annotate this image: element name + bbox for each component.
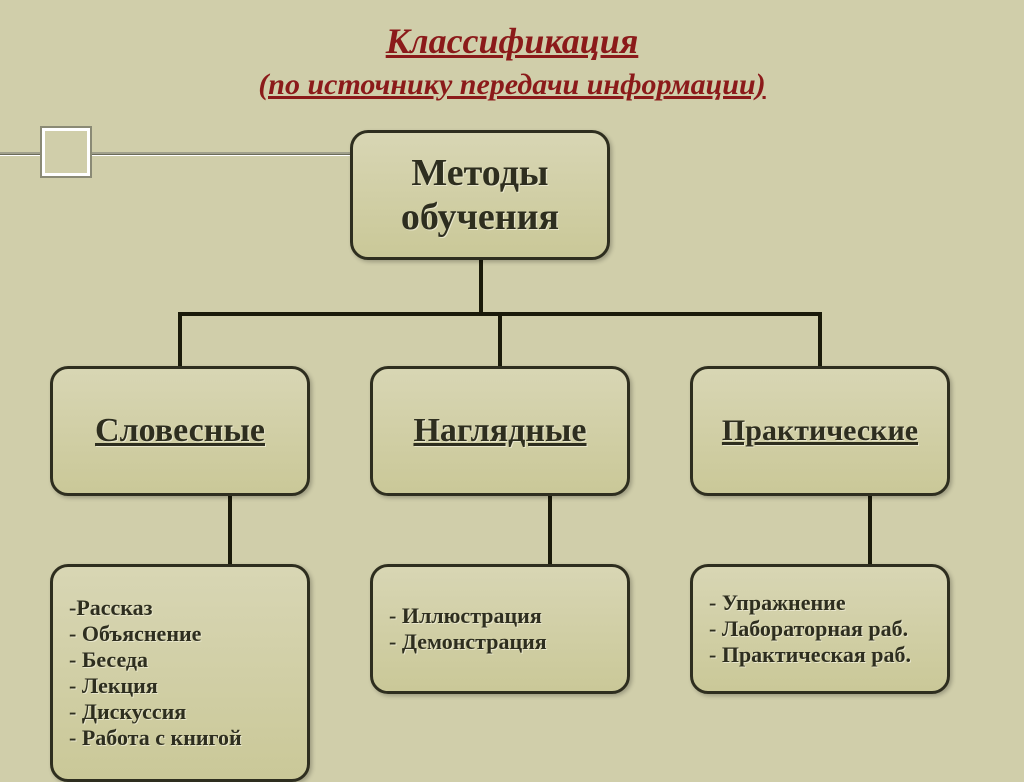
list-item: - Упражнение	[709, 590, 947, 616]
root-label-1: Методы	[401, 151, 559, 195]
title-line1: Классификация	[0, 18, 1024, 65]
edge-drop-1	[178, 312, 182, 366]
node-practical: Практические	[690, 366, 950, 496]
edge-leaf-2	[548, 496, 552, 564]
node-visual-label: Наглядные	[413, 412, 586, 450]
visual-items-list: - Иллюстрация- Демонстрация	[389, 603, 627, 655]
list-item: - Объяснение	[69, 621, 307, 647]
decorative-square	[42, 128, 90, 176]
list-item: - Практическая раб.	[709, 642, 947, 668]
node-visual: Наглядные	[370, 366, 630, 496]
list-item: - Демонстрация	[389, 629, 627, 655]
edge-root-stem	[479, 260, 483, 312]
slide-title: Классификация (по источнику передачи инф…	[0, 0, 1024, 104]
edge-drop-2	[498, 312, 502, 366]
node-practical-items: - Упражнение- Лабораторная раб.- Практич…	[690, 564, 950, 694]
edge-leaf-3	[868, 496, 872, 564]
node-practical-label: Практические	[722, 414, 918, 448]
root-label-2: обучения	[401, 195, 559, 239]
verbal-items-list: -Рассказ- Объяснение- Беседа- Лекция- Ди…	[69, 595, 307, 751]
list-item: -Рассказ	[69, 595, 307, 621]
list-item: - Лекция	[69, 673, 307, 699]
node-visual-items: - Иллюстрация- Демонстрация	[370, 564, 630, 694]
list-item: - Дискуссия	[69, 699, 307, 725]
node-verbal: Словесные	[50, 366, 310, 496]
list-item: - Беседа	[69, 647, 307, 673]
list-item: - Работа с книгой	[69, 725, 307, 751]
practical-items-list: - Упражнение- Лабораторная раб.- Практич…	[709, 590, 947, 668]
node-verbal-items: -Рассказ- Объяснение- Беседа- Лекция- Ди…	[50, 564, 310, 782]
node-root: Методы обучения	[350, 130, 610, 260]
node-verbal-label: Словесные	[95, 412, 265, 450]
title-line2: (по источнику передачи информации)	[0, 65, 1024, 104]
list-item: - Лабораторная раб.	[709, 616, 947, 642]
edge-leaf-1	[228, 496, 232, 564]
edge-drop-3	[818, 312, 822, 366]
list-item: - Иллюстрация	[389, 603, 627, 629]
